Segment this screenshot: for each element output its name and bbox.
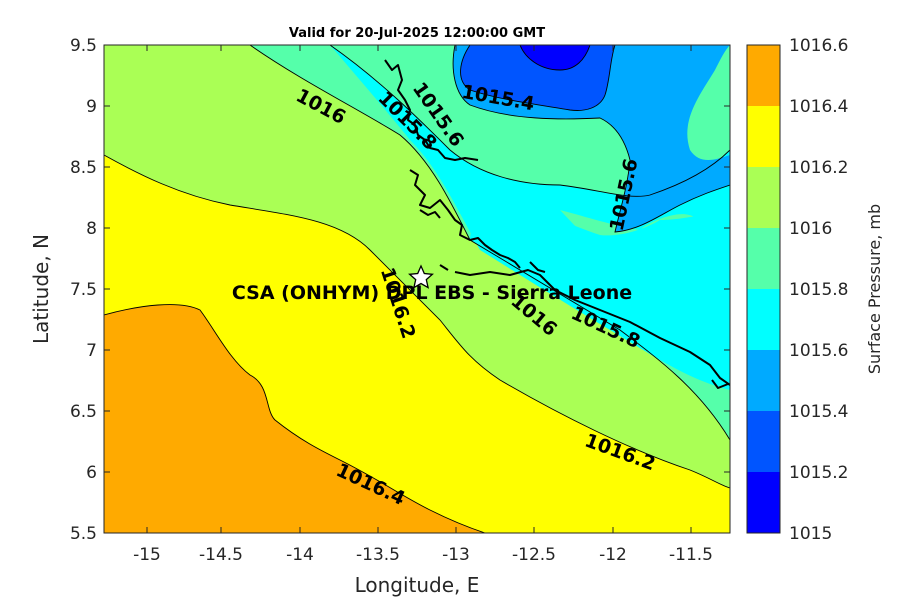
site-marker[interactable] [408, 264, 434, 289]
contour-line-1015-4 [460, 45, 616, 111]
y-tick-label: 8.5 [70, 158, 97, 178]
x-tick-label: -11.5 [669, 545, 713, 565]
y-tick-label: 7 [86, 341, 97, 361]
map-title: Valid for 20-Jul-2025 12:00:00 GMT [289, 26, 545, 41]
y-tick-labels: 9.5 9 8.5 8 7.5 7 6.5 6 5.5 [70, 36, 97, 544]
x-tick-label: -12 [599, 545, 627, 565]
colorbar-tick-label: 1015.4 [789, 402, 848, 422]
x-tick-label: -15 [133, 545, 161, 565]
contour-line-1016-4 [104, 304, 486, 533]
contour-line-1015-8 [329, 45, 730, 197]
y-axis [104, 44, 730, 534]
colorbar-frame [746, 44, 781, 534]
colorbar-tick-label: 1015 [789, 524, 832, 544]
colorbar-band [747, 289, 780, 350]
colorbar-tick-label: 1015.8 [789, 280, 848, 300]
y-tick-label: 5.5 [70, 524, 97, 544]
colorbar-band [747, 167, 780, 228]
y-tick-label: 6.5 [70, 402, 97, 422]
colorbar-band [747, 472, 780, 533]
x-axis [146, 45, 692, 533]
fill-band-1016-4 [104, 304, 485, 533]
colorbar-bands [747, 45, 780, 533]
y-tick-label: 6 [86, 463, 97, 483]
contour-fill-layer [104, 45, 730, 533]
x-tick-label: -14 [286, 545, 314, 565]
y-tick-label: 8 [86, 219, 97, 239]
colorbar-label: Surface Pressure, mb [865, 204, 884, 374]
colorbar-band [747, 411, 780, 472]
x-tick-label: -14.5 [199, 545, 243, 565]
y-tick-label: 9 [86, 97, 97, 117]
colorbar-band [747, 350, 780, 411]
x-tick-label: -12.5 [512, 545, 556, 565]
colorbar-tick-label: 1015.2 [789, 463, 848, 483]
fill-band-1015-0 [520, 45, 590, 70]
contour-line-1016-2 [104, 154, 730, 489]
fill-band-1015-6b [470, 200, 730, 390]
star-icon [408, 264, 434, 289]
contour-line-1015-2 [519, 45, 591, 71]
colorbar-tick-label: 1015.6 [789, 341, 848, 361]
x-tick-label: -13 [442, 545, 470, 565]
y-tick-label: 7.5 [70, 280, 97, 300]
colorbar-tick-label: 1016.2 [789, 158, 848, 178]
sierra-leone-coastline [384, 59, 730, 389]
y-tick-label: 9.5 [70, 36, 97, 56]
contour-line-1015-6 [452, 45, 730, 233]
y-axis-label: Latitude, N [29, 234, 53, 344]
colorbar: 1016.6 1016.4 1016.2 1016 1015.8 1015.6 … [746, 36, 884, 544]
colorbar-tick-label: 1016.6 [789, 36, 848, 56]
colorbar-band [747, 106, 780, 167]
colorbar-tick-label: 1016.4 [789, 97, 848, 117]
x-tick-label: -13.5 [356, 545, 400, 565]
site-label: CSA (ONHYM) DPL EBS - Sierra Leone [232, 282, 632, 304]
colorbar-band [747, 45, 780, 106]
colorbar-tick-label: 1016 [789, 219, 832, 239]
x-axis-label: Longitude, E [355, 573, 480, 597]
x-tick-labels: -15 -14.5 -14 -13.5 -13 -12.5 -12 -11.5 [133, 545, 713, 565]
colorbar-band [747, 228, 780, 289]
